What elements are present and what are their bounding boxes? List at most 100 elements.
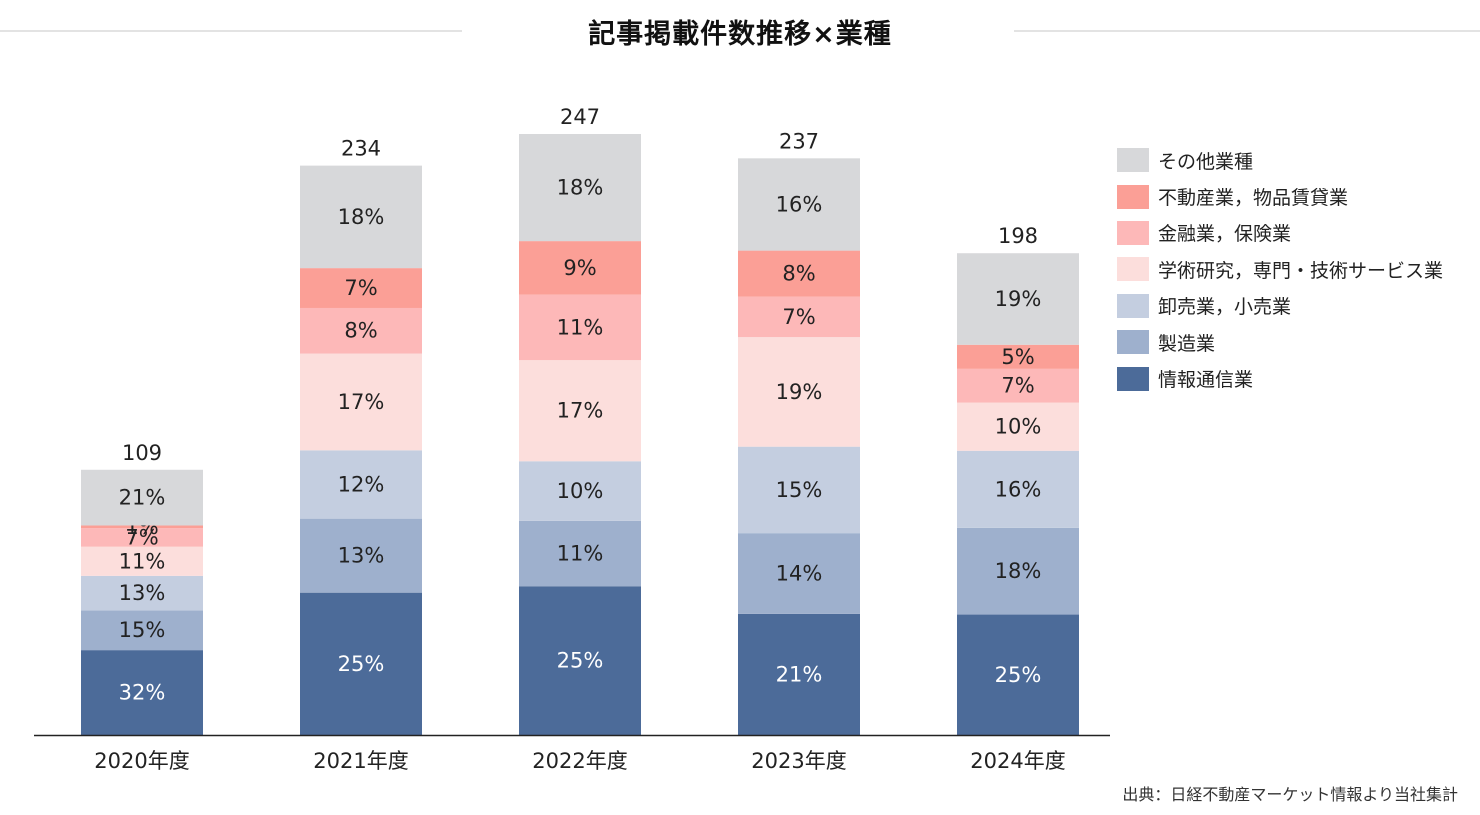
segment-label: 21% [119,486,166,510]
segment-label: 14% [776,562,823,586]
legend-swatch [1117,257,1149,282]
bar-segment [738,533,860,614]
total-label: 109 [122,441,162,465]
legend-item: 製造業 [1117,324,1443,360]
chart-title: 記事掲載件数推移×業種 [588,19,892,50]
segment-label: 5% [1001,345,1034,369]
segment-label: 18% [338,205,385,229]
segment-label: 9% [563,256,596,280]
total-label: 234 [341,137,381,161]
bar-segment [957,614,1079,735]
segment-label: 8% [782,262,815,286]
bar-segment [81,546,203,576]
legend-label: その他業種 [1158,150,1254,173]
segment-label: 18% [995,559,1042,583]
bar-segment [957,402,1079,451]
title-rule-left [0,30,462,32]
legend-swatch [1117,293,1149,318]
bar-segment [519,461,641,521]
bar-segment [519,294,641,361]
bar-segment [81,469,203,526]
bar-segment [519,360,641,462]
bar-segment [519,586,641,735]
x-tick-label: 2023年度 [751,749,846,773]
legend-item: その他業種 [1117,142,1443,178]
bar-segment [300,353,422,451]
segment-label: 15% [119,618,166,642]
bar-segment [957,450,1079,528]
segment-label: 10% [995,415,1042,439]
legend: その他業種不動産業，物品賃貸業 金融業，保険業学術研究，専門・技術サービス業卸売業… [1117,142,1443,397]
legend-label: 情報通信業 [1158,369,1254,392]
bar-segment [738,446,860,534]
segment-label: 7% [344,276,377,300]
segment-label: 13% [119,581,166,605]
bar-segment [300,450,422,519]
bar-segment [957,368,1079,403]
segment-label: 21% [776,662,823,686]
segment-label: 19% [995,287,1042,311]
legend-item: 情報通信業 [1117,360,1443,396]
legend-label: 製造業 [1158,332,1216,355]
bar-segment [300,592,422,735]
segment-label: 7% [782,305,815,329]
total-label: 198 [998,224,1038,248]
segment-label: 11% [557,542,604,566]
bar-segment [519,520,641,587]
stacked-bar-chart: 32%15%13%11%7%1%21%1092020年度25%13%12%17%… [34,105,1110,773]
bar-segment [300,307,422,354]
legend-swatch [1117,330,1149,355]
legend-item: 金融業，保険業 [1117,215,1443,251]
bar-segment [957,527,1079,615]
bar-segment [738,158,860,251]
bar-segment [738,296,860,338]
bar-segment [738,337,860,447]
total-label: 237 [779,129,819,153]
x-tick-label: 2024年度 [970,749,1065,773]
title-rule-right [1014,30,1480,32]
bar-segment [957,344,1079,369]
legend-label: 卸売業，小売業 [1158,296,1292,319]
legend-swatch [1117,366,1149,391]
bar-segment [300,165,422,269]
x-tick-label: 2021年度 [313,749,408,773]
x-tick-label: 2020年度 [94,749,189,773]
bar-segment [81,528,203,547]
segment-label: 7% [1001,374,1034,398]
bar-segment [519,134,641,242]
bar-segment [519,241,641,295]
segment-label: 15% [776,478,823,502]
legend-swatch [1117,184,1149,209]
segment-label: 13% [338,544,385,568]
segment-label: 25% [995,663,1042,687]
bar-segment [81,575,203,611]
segment-label: 25% [557,649,604,673]
source-note: 出典：日経不動産マーケット情報より当社集計 [1122,785,1458,804]
segment-label: 11% [119,549,166,573]
legend-label: 金融業，保険業 [1158,223,1292,246]
segment-label: 18% [557,176,604,200]
segment-label: 7% [125,525,158,549]
segment-label: 16% [995,477,1042,501]
segment-label: 17% [338,390,385,414]
bar-segment [81,650,203,735]
segment-label: 10% [557,479,604,503]
legend-swatch [1117,148,1149,173]
bar-segment [300,518,422,593]
bar-segment [81,610,203,651]
bar-segment [81,525,203,529]
legend-swatch [1117,220,1149,245]
legend-item: 学術研究，専門・技術サービス業 [1117,251,1443,287]
segment-label: 17% [557,399,604,423]
bar-segment [738,250,860,297]
segment-label: 12% [338,472,385,496]
segment-label: 25% [338,652,385,676]
segment-label: 8% [344,319,377,343]
bar-segment [738,613,860,735]
segment-label: 19% [776,380,823,404]
legend-item: 卸売業，小売業 [1117,288,1443,324]
segment-label: 16% [776,192,823,216]
segment-label: 11% [557,315,604,339]
legend-label: 不動産業，物品賃貸業 [1158,187,1349,210]
total-label: 247 [560,105,600,129]
